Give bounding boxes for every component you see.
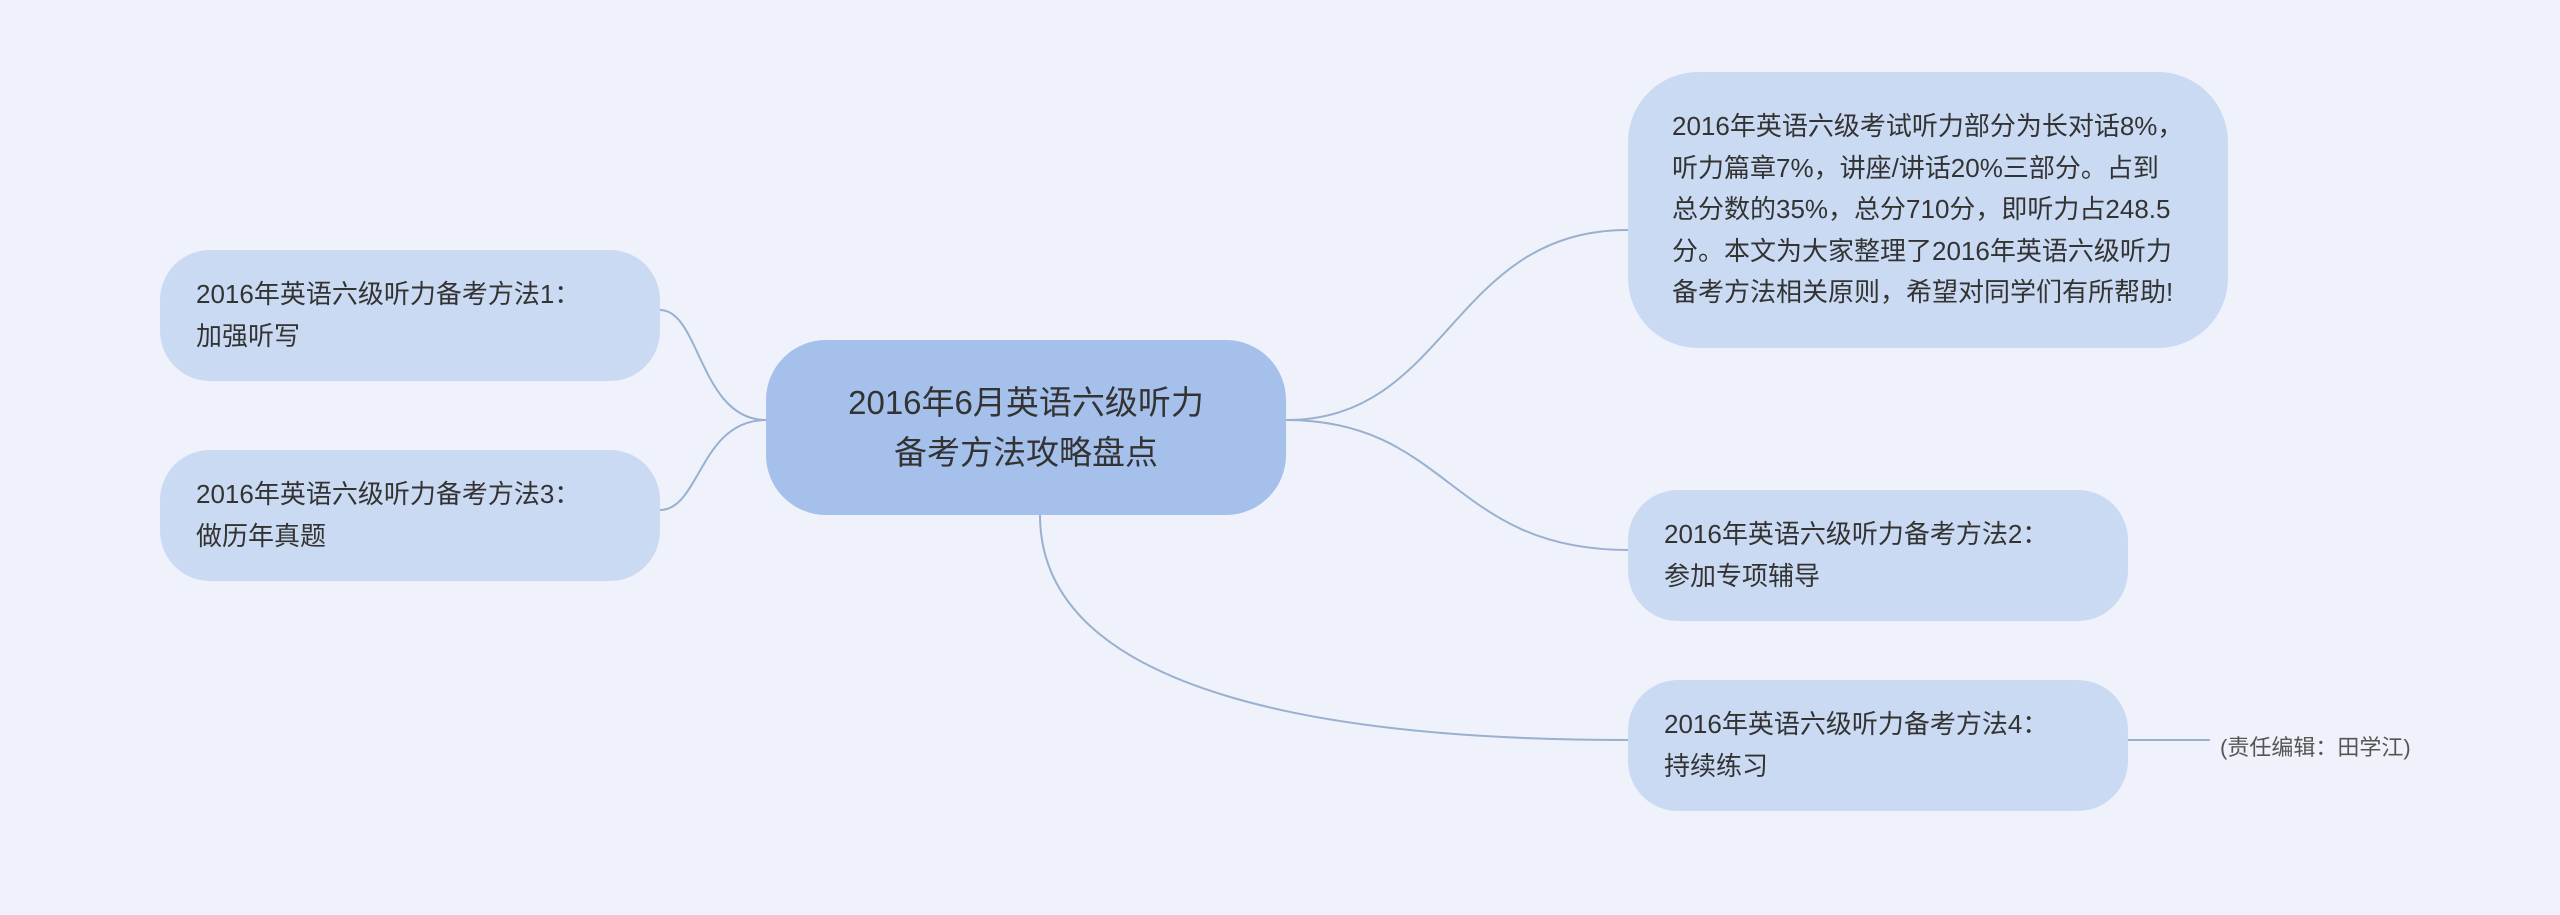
method4-line2: 持续练习 [1664,746,2092,788]
center-node: 2016年6月英语六级听力 备考方法攻略盘点 [766,340,1286,515]
method1-line2: 加强听写 [196,316,624,358]
method4-node: 2016年英语六级听力备考方法4： 持续练习 [1628,680,2128,811]
method3-line1: 2016年英语六级听力备考方法3： [196,474,624,516]
intro-node: 2016年英语六级考试听力部分为长对话8%，听力篇章7%，讲座/讲话20%三部分… [1628,72,2228,348]
method2-line1: 2016年英语六级听力备考方法2： [1664,514,2092,556]
center-line1: 2016年6月英语六级听力 [816,378,1236,428]
conn-method3 [660,420,766,510]
conn-method2 [1286,420,1628,550]
credit-text: (责任编辑：田学江) [2220,730,2411,762]
conn-method1 [660,310,766,420]
method2-node: 2016年英语六级听力备考方法2： 参加专项辅导 [1628,490,2128,621]
method4-line1: 2016年英语六级听力备考方法4： [1664,704,2092,746]
intro-text: 2016年英语六级考试听力部分为长对话8%，听力篇章7%，讲座/讲话20%三部分… [1672,111,2183,307]
conn-method4 [1040,515,1628,740]
method3-line2: 做历年真题 [196,516,624,558]
center-line2: 备考方法攻略盘点 [816,428,1236,478]
method2-line2: 参加专项辅导 [1664,556,2092,598]
method1-line1: 2016年英语六级听力备考方法1： [196,274,624,316]
method3-node: 2016年英语六级听力备考方法3： 做历年真题 [160,450,660,581]
conn-intro [1286,230,1628,420]
method1-node: 2016年英语六级听力备考方法1： 加强听写 [160,250,660,381]
